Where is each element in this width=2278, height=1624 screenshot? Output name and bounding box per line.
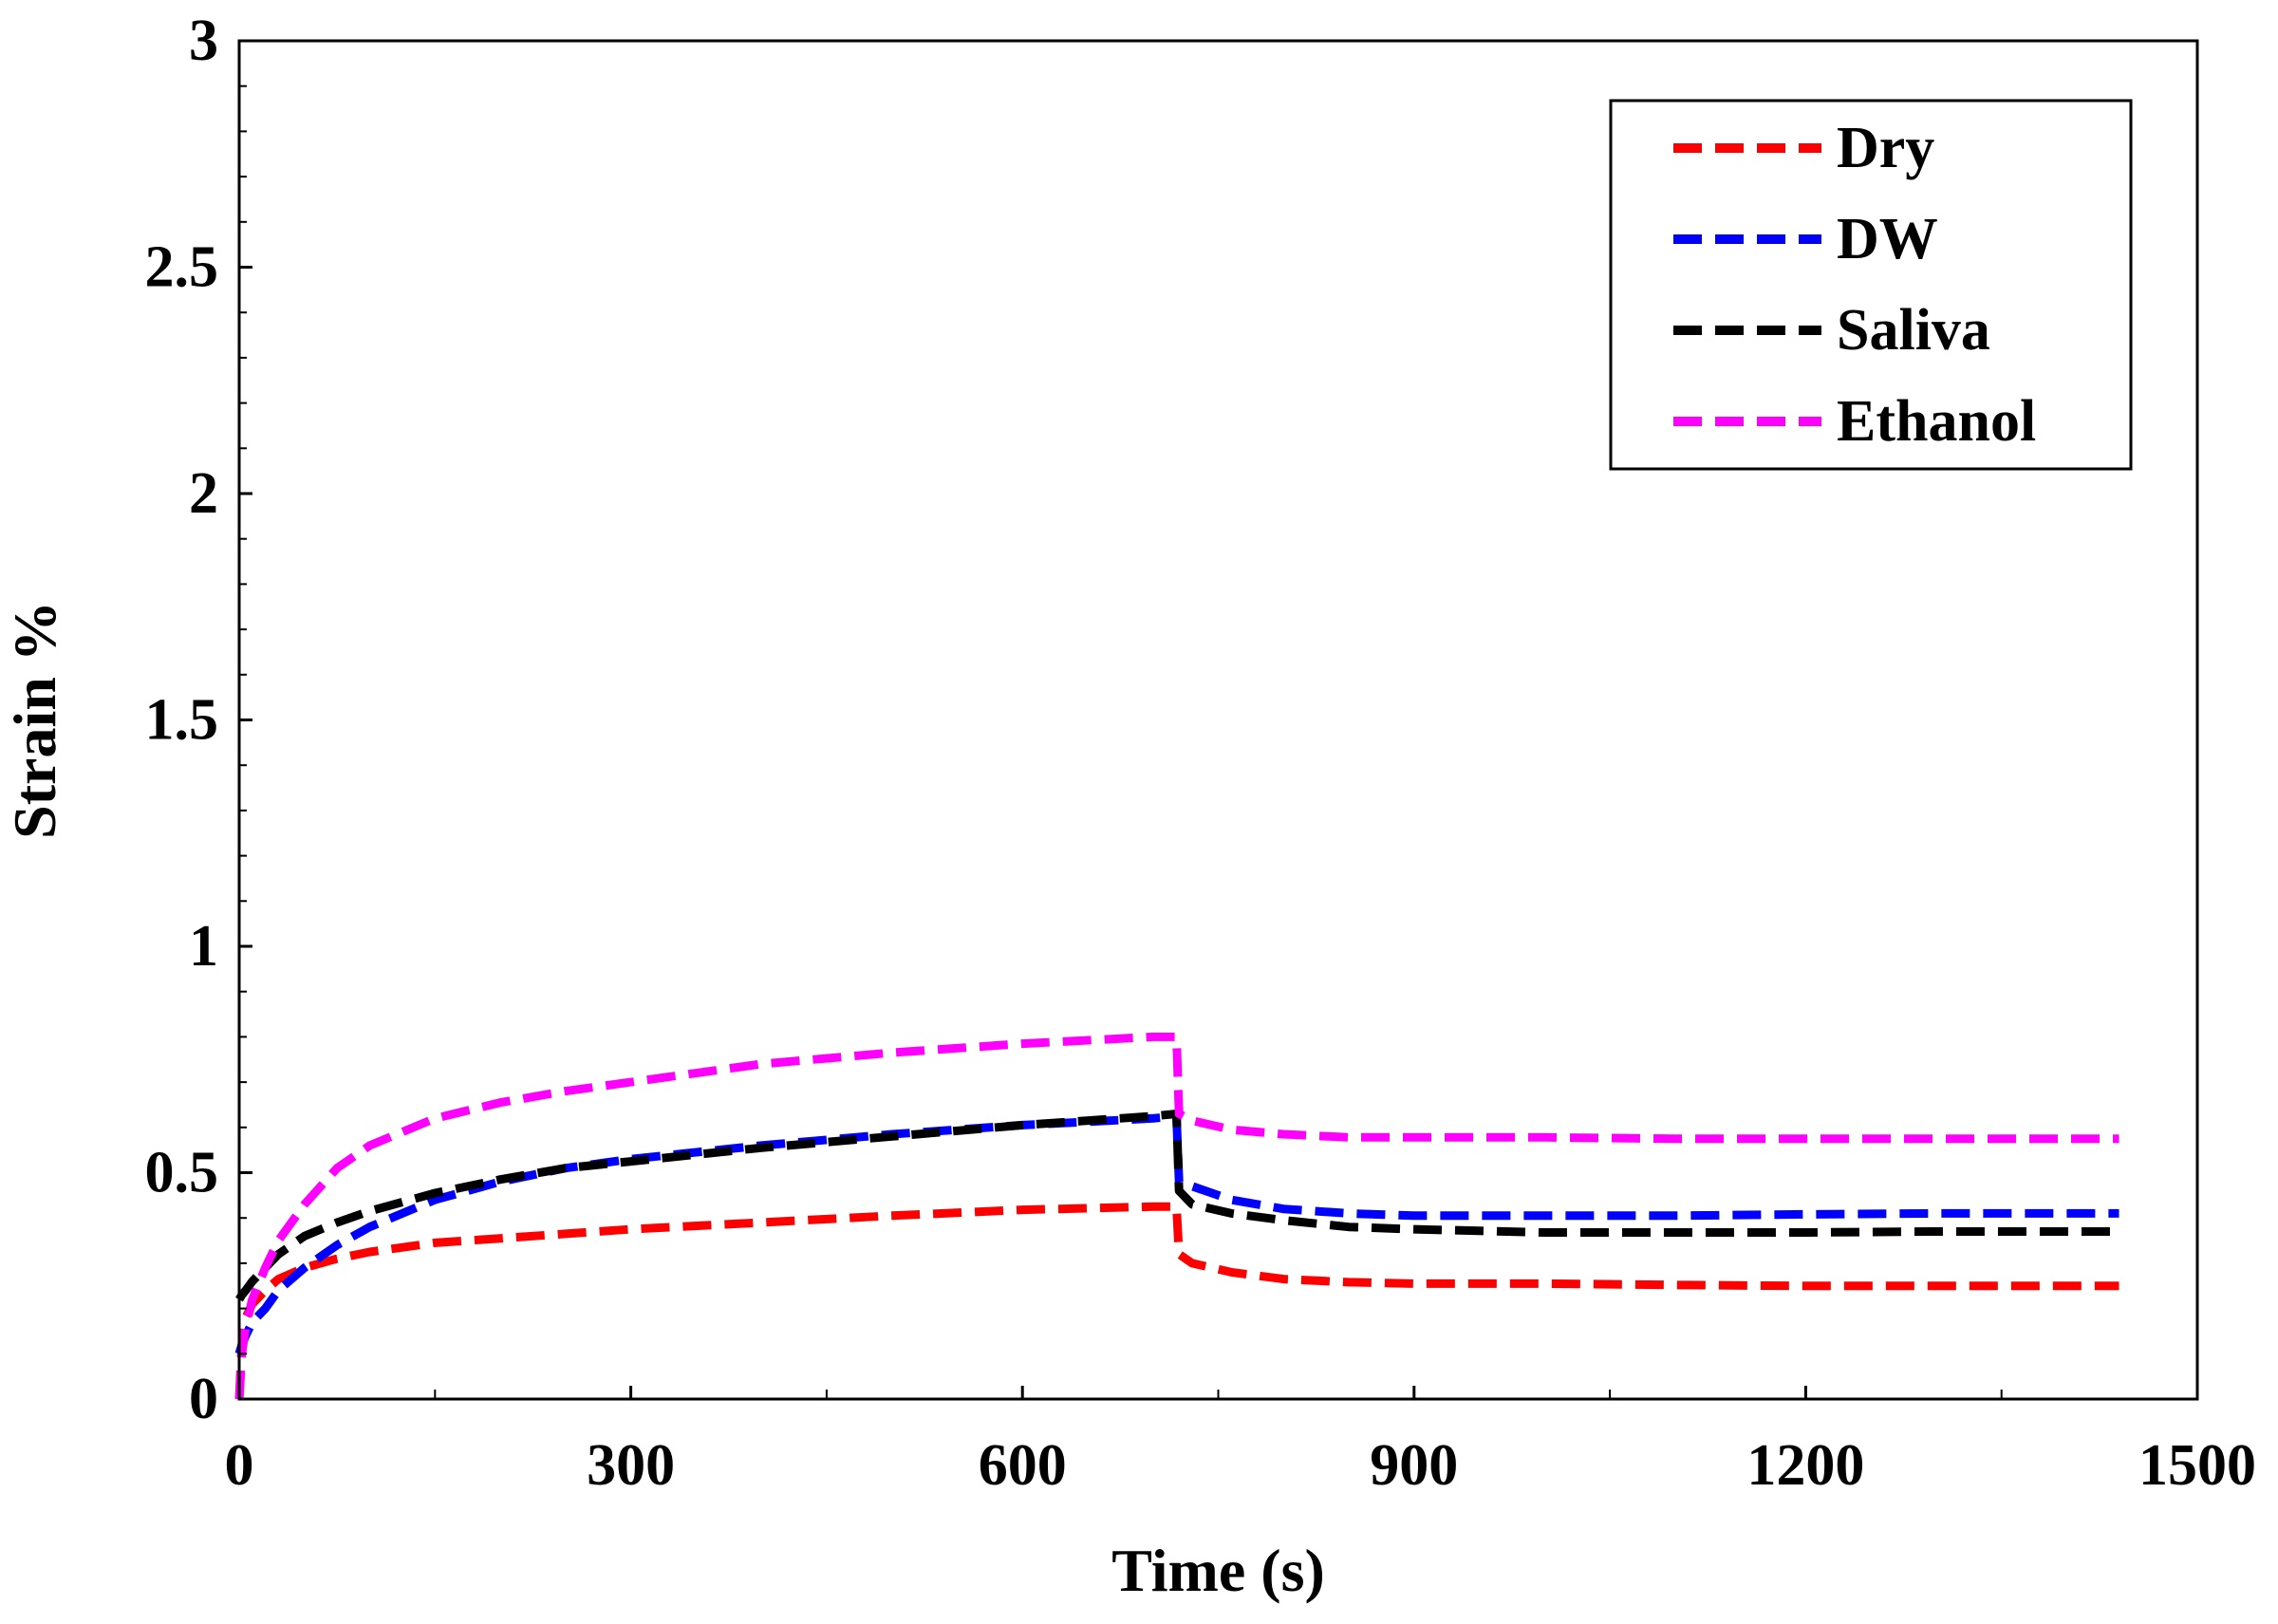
x-axis-title: Time (s) bbox=[1111, 1537, 1325, 1604]
y-tick-label: 0 bbox=[189, 1367, 218, 1431]
x-tick-label: 900 bbox=[1370, 1433, 1458, 1498]
y-tick-label: 2 bbox=[189, 461, 218, 526]
x-tick-label: 0 bbox=[225, 1433, 254, 1498]
y-tick-label: 1 bbox=[189, 914, 218, 979]
x-tick-label: 300 bbox=[587, 1433, 675, 1498]
legend-label-saliva: Saliva bbox=[1837, 298, 1990, 363]
y-tick-label: 3 bbox=[189, 9, 218, 73]
y-tick-label: 0.5 bbox=[145, 1141, 219, 1205]
series-line-dry bbox=[234, 1202, 2119, 1400]
legend-label-dry: Dry bbox=[1837, 116, 1934, 180]
legend-label-dw: DW bbox=[1837, 207, 1938, 271]
x-tick-label: 600 bbox=[979, 1433, 1067, 1498]
legend-label-ethanol: Ethanol bbox=[1837, 389, 2036, 454]
y-axis-title: Strain % bbox=[1, 601, 68, 839]
y-tick-label: 1.5 bbox=[145, 688, 219, 753]
x-tick-label: 1500 bbox=[2138, 1433, 2256, 1498]
legend-box bbox=[1609, 99, 2133, 471]
x-tick-label: 1200 bbox=[1746, 1433, 1864, 1498]
series-line-ethanol bbox=[234, 1032, 2119, 1400]
y-tick-label: 2.5 bbox=[145, 235, 219, 300]
